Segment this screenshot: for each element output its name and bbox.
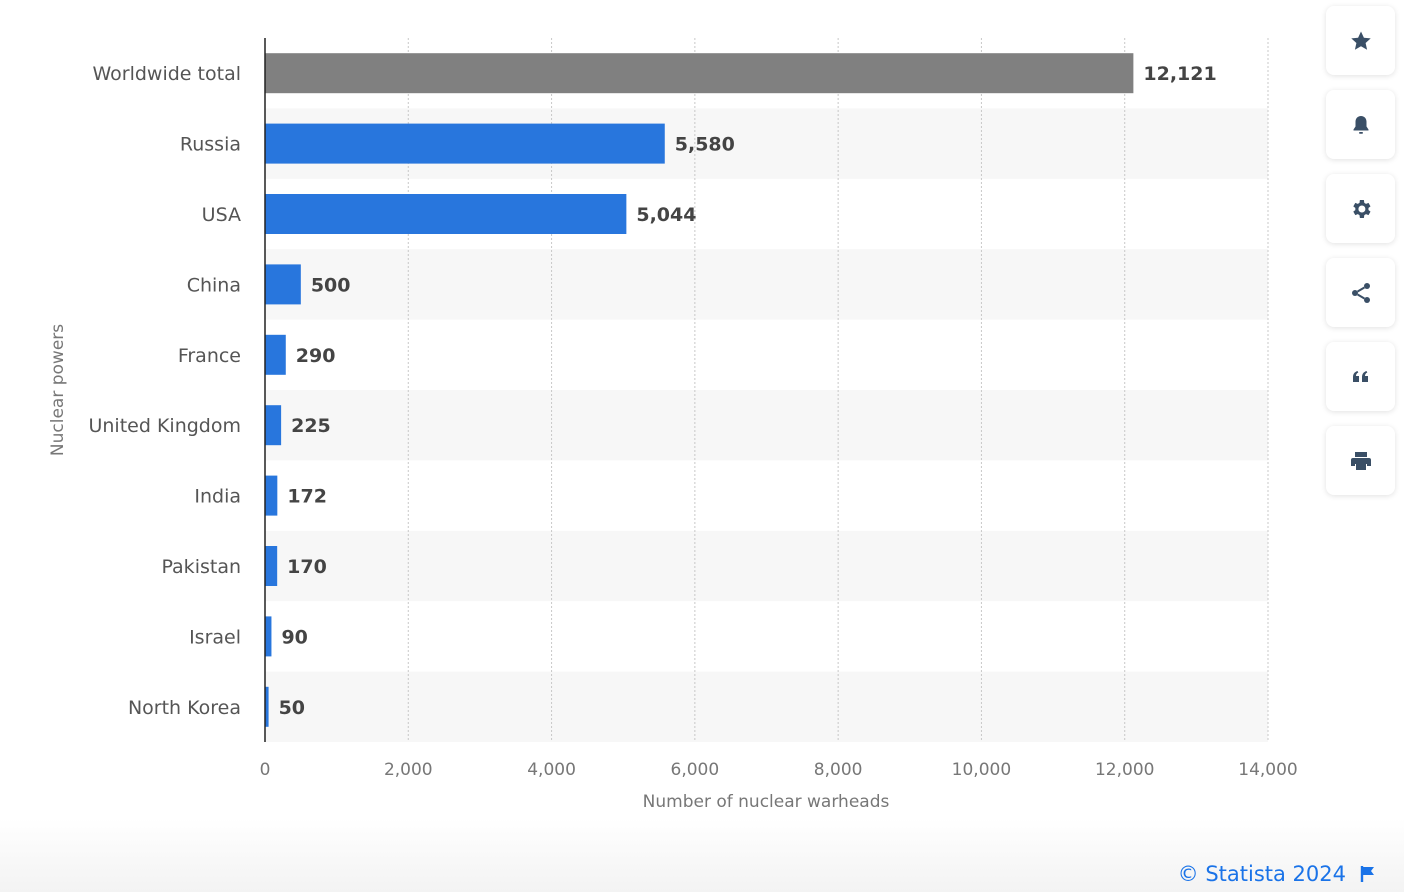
x-tick-label: 6,000 — [671, 760, 720, 780]
notification-button[interactable] — [1326, 90, 1395, 159]
x-tick-label: 14,000 — [1238, 760, 1297, 780]
row-band — [265, 671, 1268, 742]
value-label: 225 — [291, 415, 331, 437]
value-label: 12,121 — [1143, 63, 1216, 85]
category-label: Russia — [180, 134, 241, 156]
bars — [265, 53, 1134, 727]
quote-icon — [1352, 370, 1368, 382]
category-label: India — [194, 486, 241, 508]
star-icon — [1350, 31, 1371, 50]
category-label: USA — [202, 204, 241, 226]
bar[interactable] — [265, 264, 301, 305]
print-icon — [1350, 451, 1371, 470]
x-axis-title: Number of nuclear warheads — [643, 792, 890, 812]
category-label: Worldwide total — [92, 63, 241, 85]
value-label: 5,580 — [675, 134, 735, 156]
bar[interactable] — [265, 334, 286, 375]
bar[interactable] — [265, 616, 272, 657]
bar[interactable] — [265, 123, 665, 164]
bar[interactable] — [265, 53, 1134, 94]
bell-icon — [1353, 115, 1368, 134]
flag-icon[interactable] — [1360, 865, 1376, 883]
category-label: Pakistan — [161, 556, 241, 578]
bar[interactable] — [265, 194, 627, 234]
category-labels: Worldwide total Russia USA China France Unite… — [88, 63, 241, 719]
category-label: United Kingdom — [88, 415, 241, 437]
gridlines — [407, 38, 1269, 742]
settings-button[interactable] — [1326, 174, 1395, 243]
x-tick-labels: 0 2,000 4,000 6,000 8,000 10,000 12,000 14,000 — [260, 760, 1298, 780]
value-label: 90 — [281, 626, 307, 648]
row-band — [265, 249, 1268, 320]
category-label: France — [178, 345, 241, 367]
value-label: 5,044 — [636, 204, 696, 226]
favorite-button[interactable] — [1326, 6, 1395, 75]
category-label: Israel — [189, 626, 241, 648]
bar[interactable] — [265, 546, 278, 586]
value-labels: 12,121 5,580 5,044 500 290 225 172 170 90 50 — [279, 63, 1217, 719]
x-tick-label: 10,000 — [952, 760, 1011, 780]
share-icon — [1351, 282, 1370, 303]
row-bands — [265, 108, 1268, 742]
bar[interactable] — [265, 405, 282, 446]
print-button[interactable] — [1326, 426, 1395, 495]
value-label: 172 — [287, 486, 327, 508]
value-label: 290 — [296, 345, 336, 367]
x-tick-label: 8,000 — [814, 760, 863, 780]
row-band — [265, 530, 1268, 602]
value-label: 50 — [279, 697, 305, 719]
x-tick-label: 0 — [260, 760, 271, 780]
toolbar-sidebar — [1326, 6, 1395, 510]
category-label: China — [187, 274, 241, 296]
footer-band — [0, 818, 1404, 892]
gear-icon — [1352, 199, 1370, 218]
bar[interactable] — [265, 475, 278, 516]
value-label: 170 — [287, 556, 327, 578]
category-label: North Korea — [128, 697, 241, 719]
x-tick-label: 2,000 — [384, 760, 433, 780]
share-button[interactable] — [1326, 258, 1395, 327]
x-tick-label: 4,000 — [527, 760, 576, 780]
y-axis-title: Nuclear powers — [48, 324, 68, 456]
row-band — [265, 390, 1268, 461]
source-link[interactable]: © Statista 2024 — [1177, 862, 1346, 886]
bar[interactable] — [265, 686, 269, 727]
cite-button[interactable] — [1326, 342, 1395, 411]
value-label: 500 — [311, 274, 351, 296]
x-tick-label: 12,000 — [1095, 760, 1154, 780]
bar-chart: 12,121 5,580 5,044 500 290 225 172 170 90 50 Worl… — [48, 38, 1298, 812]
